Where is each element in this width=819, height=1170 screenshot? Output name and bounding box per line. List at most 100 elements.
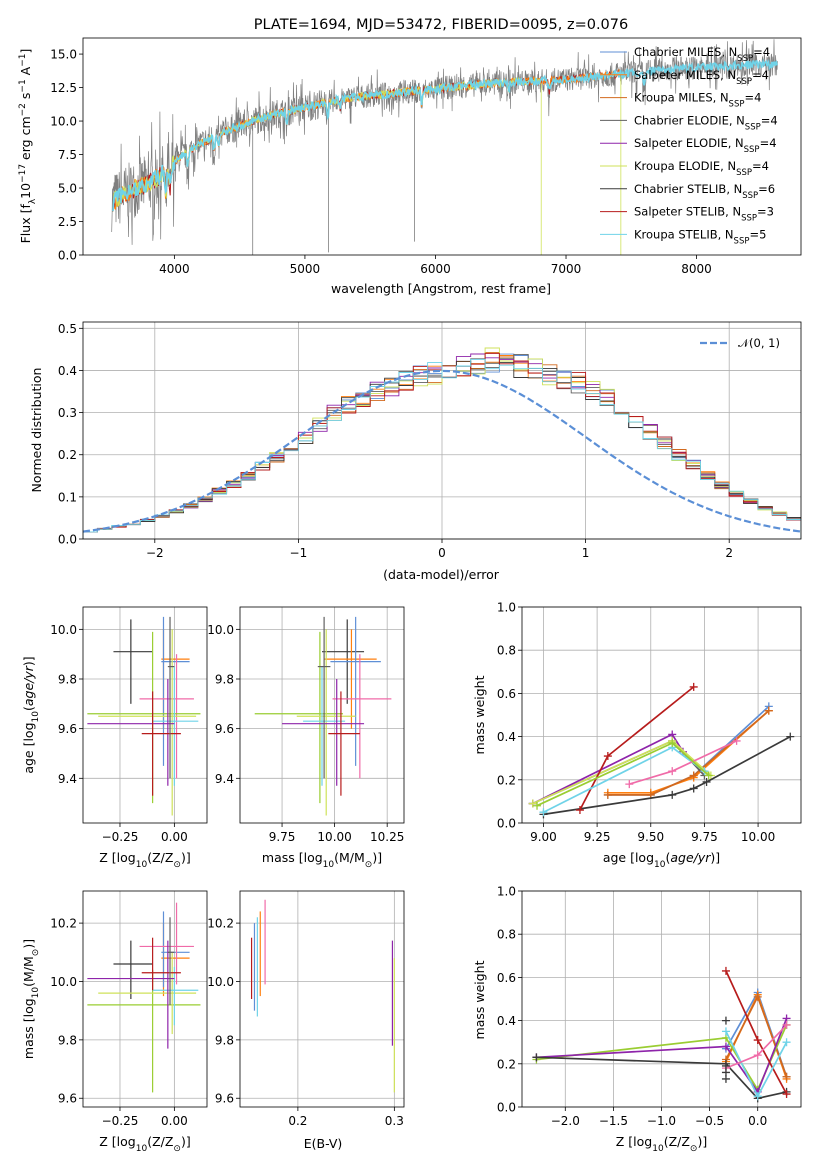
plot-area — [254, 616, 392, 816]
y-tick-label: 9.4 — [215, 772, 234, 786]
weight-marker — [721, 966, 730, 975]
x-tick-label: 9.75 — [269, 830, 296, 844]
axes-frame — [239, 606, 405, 824]
weight-marker — [532, 1053, 541, 1062]
x-tick-label: 9.25 — [584, 830, 611, 844]
residuals-ylabel: Normed distribution — [29, 368, 44, 493]
y-tick-label: 0.1 — [58, 490, 77, 504]
weight-marker — [721, 1042, 730, 1051]
x-tick-label: 0.00 — [161, 830, 188, 844]
plot-area — [87, 902, 201, 1093]
y-tick-label: 0.0 — [58, 533, 77, 547]
gaussian-curve — [83, 369, 801, 533]
plot-area — [250, 899, 395, 1093]
age-weight-ylabel: mass weight — [472, 675, 487, 754]
weight-marker — [539, 808, 548, 817]
weight-line — [536, 1018, 788, 1094]
y-tick-label: 0.6 — [497, 687, 516, 701]
x-tick-label: −2 — [146, 546, 164, 560]
weight-marker — [786, 732, 795, 741]
weight-line — [536, 1056, 787, 1100]
x-tick-label: −1.5 — [599, 1114, 628, 1128]
y-tick-label: 9.6 — [58, 722, 77, 736]
weight-marker — [702, 777, 711, 786]
weight-marker — [603, 752, 612, 761]
y-tick-label: 2.5 — [58, 215, 77, 229]
y-tick-label: 5.0 — [58, 182, 77, 196]
plot-area — [87, 616, 201, 816]
legend-entry: Salpeter MILES, NSSP=4 — [634, 68, 769, 87]
y-tick-label: 9.8 — [215, 1033, 234, 1047]
gaussian-legend-label: 𝒩(0, 1) — [738, 336, 780, 350]
legend-entry: Kroupa STELIB, NSSP=5 — [634, 227, 766, 246]
weight-line — [536, 742, 710, 807]
plot-area — [532, 966, 791, 1103]
y-tick-label: 0.3 — [58, 406, 77, 420]
axes-frame — [82, 321, 802, 540]
spectrum-xlabel: wavelength [Angstrom, rest frame] — [331, 281, 551, 296]
y-tick-label: 1.0 — [497, 885, 516, 899]
weight-marker — [689, 784, 698, 793]
y-tick-label: 0.4 — [497, 1014, 516, 1028]
x-axis-label: age [log10(age/yr)] — [603, 850, 720, 870]
y-tick-label: 0.5 — [58, 322, 77, 336]
weight-marker — [753, 1092, 762, 1101]
y-tick-label: 9.4 — [58, 772, 77, 786]
y-tick-label: 0.0 — [58, 249, 77, 263]
weight-marker — [689, 771, 698, 780]
y-tick-label: 9.8 — [58, 673, 77, 687]
x-tick-label: 0 — [438, 546, 446, 560]
y-tick-label: 10.2 — [207, 917, 234, 931]
spectrum-ylabel-text: Flux [fλ10−17 erg cm−2 s−1 A−1] — [18, 49, 38, 244]
y-tick-label: 9.6 — [215, 722, 234, 736]
weight-marker — [533, 801, 542, 810]
x-tick-label: 9.00 — [530, 830, 557, 844]
y-tick-label: 0.2 — [497, 773, 516, 787]
plot-area — [111, 39, 778, 255]
axes-frame — [521, 606, 802, 824]
x-tick-label: 0.2 — [288, 1114, 307, 1128]
weight-marker — [721, 1016, 730, 1025]
model-fit-line — [112, 58, 778, 212]
weight-marker — [689, 682, 698, 691]
y-tick-label: 0.2 — [58, 448, 77, 462]
weight-marker — [668, 767, 677, 776]
y-tick-label: 9.8 — [215, 673, 234, 687]
y-tick-label: 12.5 — [50, 81, 77, 95]
z-mass-panel: −0.25 0.00 9.6 9.8 10.0 10.2 Z [log10(Z/Z⊙)] ma… — [21, 890, 208, 1154]
y-tick-label: 9.6 — [215, 1092, 234, 1106]
x-tick-label: 9.50 — [637, 830, 664, 844]
z-weight-ylabel: mass weight — [472, 960, 487, 1039]
legend-entry: Kroupa ELODIE, NSSP=4 — [634, 159, 769, 178]
plot-area — [83, 347, 801, 539]
weight-line — [543, 735, 791, 816]
legend-entry: Chabrier MILES, NSSP=4 — [634, 45, 770, 64]
y-tick-label: 0.0 — [497, 1101, 516, 1115]
y-tick-label: 0.8 — [497, 928, 516, 942]
y-tick-label: 10.0 — [207, 623, 234, 637]
ebv-xlabel: E(B-V) — [304, 1136, 343, 1151]
weight-marker — [721, 1061, 730, 1070]
y-tick-label: 10.2 — [50, 917, 77, 931]
y-axis-label: mass [log10(M/M⊙)] — [21, 939, 41, 1059]
weight-line — [607, 710, 770, 796]
age-weight-panel: mass weight 9.00 9.25 9.50 9.75 10.00 0.0 0.2 0… — [472, 601, 802, 870]
y-tick-label: 0.4 — [58, 364, 77, 378]
y-tick-label: 9.8 — [58, 1033, 77, 1047]
y-axis-label: age [log10(age/yr)] — [21, 656, 41, 773]
weight-marker — [732, 736, 741, 745]
x-tick-label: 1 — [582, 546, 590, 560]
y-tick-label: 1.0 — [497, 601, 516, 615]
weight-marker — [575, 806, 584, 815]
y-tick-label: 10.0 — [207, 975, 234, 989]
y-tick-label: 10.0 — [50, 975, 77, 989]
axes-frame — [521, 890, 802, 1108]
x-tick-label: −1 — [290, 546, 308, 560]
residuals-xlabel: (data-model)/error — [383, 567, 500, 582]
axes-frame — [82, 890, 208, 1108]
x-tick-label: 10.25 — [370, 830, 404, 844]
weight-marker — [753, 1051, 762, 1060]
weight-marker — [782, 1090, 791, 1099]
y-tick-label: 10.0 — [50, 115, 77, 129]
weight-marker — [753, 992, 762, 1001]
